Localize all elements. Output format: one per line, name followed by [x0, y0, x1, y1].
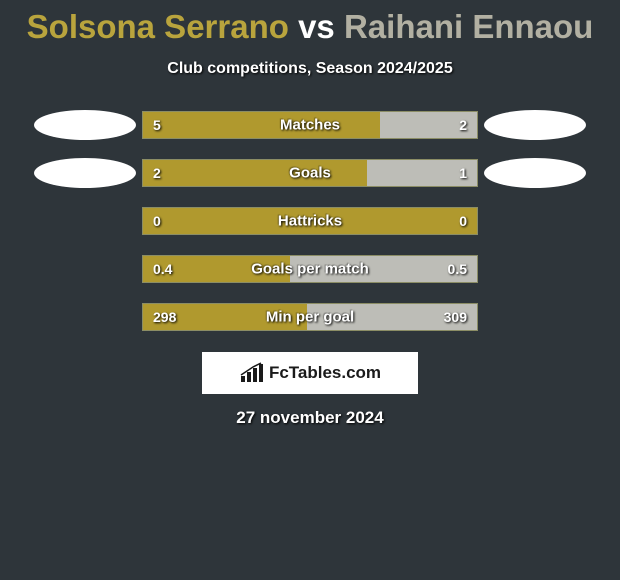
stat-value-left: 298 — [153, 309, 176, 325]
stat-value-left: 0.4 — [153, 261, 172, 277]
comparison-title: Solsona Serrano vs Raihani Ennaou — [0, 0, 620, 46]
player1-avatar — [34, 110, 136, 140]
bar-left-fill — [143, 160, 367, 186]
brand-text: FcTables.com — [269, 363, 381, 383]
stat-value-right: 1 — [459, 165, 467, 181]
stat-value-right: 0.5 — [448, 261, 467, 277]
stat-bar: Matches 5 2 — [142, 111, 478, 139]
player1-name: Solsona Serrano — [27, 8, 289, 45]
stat-row: Matches 5 2 — [0, 110, 620, 140]
stat-bar: Goals per match 0.4 0.5 — [142, 255, 478, 283]
bar-left-fill — [143, 112, 380, 138]
brand-box[interactable]: FcTables.com — [202, 352, 418, 394]
player2-avatar — [484, 158, 586, 188]
stat-label: Min per goal — [266, 309, 354, 326]
player2-name: Raihani Ennaou — [344, 8, 593, 45]
stat-value-left: 2 — [153, 165, 161, 181]
stat-bar: Goals 2 1 — [142, 159, 478, 187]
stat-rows: Matches 5 2 Goals 2 1 Hattricks 0 0 Goals per mat… — [0, 110, 620, 332]
vs-text: vs — [298, 8, 335, 45]
stat-value-right: 0 — [459, 213, 467, 229]
stat-value-left: 5 — [153, 117, 161, 133]
stat-row: Goals 2 1 — [0, 158, 620, 188]
chart-icon — [239, 362, 265, 384]
date-text: 27 november 2024 — [0, 408, 620, 428]
stat-label: Matches — [280, 117, 340, 134]
stat-value-right: 2 — [459, 117, 467, 133]
stat-bar: Min per goal 298 309 — [142, 303, 478, 331]
stat-row: Hattricks 0 0 — [0, 206, 620, 236]
stat-label: Hattricks — [278, 213, 342, 230]
stat-value-left: 0 — [153, 213, 161, 229]
stat-row: Goals per match 0.4 0.5 — [0, 254, 620, 284]
stat-label: Goals — [289, 165, 331, 182]
player2-avatar — [484, 110, 586, 140]
stat-row: Min per goal 298 309 — [0, 302, 620, 332]
subtitle: Club competitions, Season 2024/2025 — [0, 60, 620, 78]
stat-bar: Hattricks 0 0 — [142, 207, 478, 235]
player1-avatar — [34, 158, 136, 188]
stat-value-right: 309 — [444, 309, 467, 325]
stat-label: Goals per match — [251, 261, 369, 278]
